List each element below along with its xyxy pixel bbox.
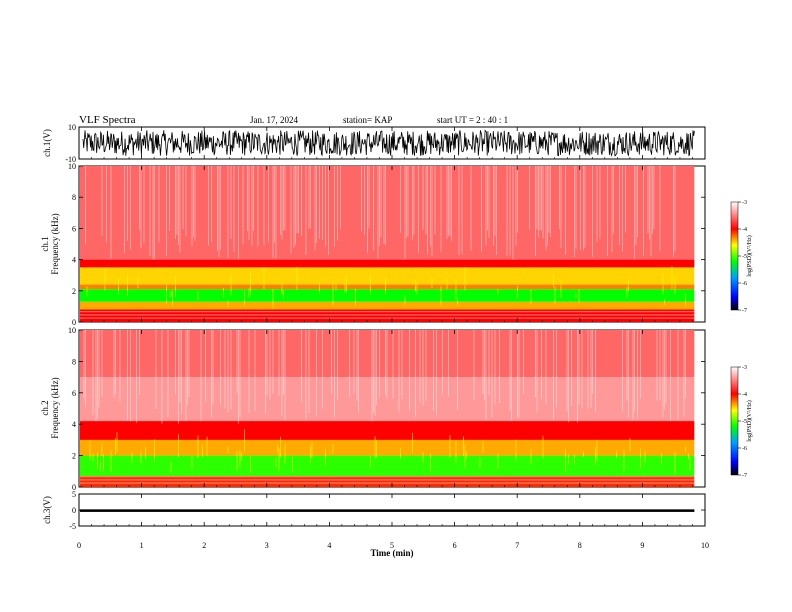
- y-tick-label: 5: [72, 490, 76, 499]
- ch1-band-1: [80, 301, 695, 310]
- colorbar-tick-label: -6: [742, 281, 747, 287]
- ch2-spectrogram-ylabel: Frequency (kHz): [50, 377, 60, 438]
- ch2-band-0: [80, 476, 695, 487]
- start-time-label: start UT = 2 : 40 : 1: [437, 115, 508, 125]
- ch1-band-4: [80, 267, 695, 285]
- ch1-band-5: [80, 259, 695, 268]
- colorbar-tick-label: -4: [742, 392, 747, 398]
- ch1-colorbar: [730, 201, 739, 311]
- ch2-band-3: [80, 421, 695, 440]
- colorbar-tick-label: -5: [742, 419, 747, 425]
- figure-title: VLF Spectra: [79, 114, 136, 126]
- x-tick-label: 7: [515, 541, 519, 550]
- x-tick-label: 1: [140, 541, 144, 550]
- x-tick-label: 4: [327, 541, 331, 550]
- colorbar-tick-label: -5: [742, 254, 747, 260]
- y-tick-label: -5: [69, 522, 76, 531]
- x-axis-ticks: 0 1 2 3 4 5 6 7 8 9 10: [77, 127, 709, 550]
- ch1-spectrogram-ylabel: Frequency (kHz): [50, 213, 60, 274]
- ch1-spectrogram-channel-label: ch.1: [40, 236, 50, 251]
- ch1-band-3: [80, 284, 695, 290]
- colorbar-tick-label: -4: [742, 227, 747, 233]
- ch2-colorbar: [730, 366, 739, 476]
- ch3-waveform-trace: [80, 509, 695, 512]
- colorbar-tick-label: -3: [742, 200, 747, 206]
- x-tick-label: 9: [640, 541, 644, 550]
- y-tick-label: 10: [68, 162, 76, 171]
- ch2-texture-light: [83, 330, 686, 425]
- ch1-waveform-ylabel: ch.1(V): [42, 129, 52, 157]
- ch1-band-6: [80, 166, 695, 260]
- y-tick-label: 4: [72, 420, 76, 429]
- ch2-spectrogram-channel-label: ch.2: [40, 400, 50, 415]
- y-tick-label: 10: [68, 326, 76, 335]
- x-tick-label: 2: [202, 541, 206, 550]
- x-tick-label: 10: [701, 541, 709, 550]
- ch2-texture-bright: [89, 429, 691, 474]
- date-label: Jan. 17, 2024: [250, 115, 298, 125]
- x-tick-label: 3: [265, 541, 269, 550]
- x-axis-label: Time (min): [370, 548, 413, 558]
- x-tick-label: 0: [77, 541, 81, 550]
- y-tick-label: 0: [72, 506, 76, 515]
- ch2-colorbar-label: log(PSD)(V²/Hz): [746, 400, 753, 441]
- colorbar-ticks: -3 -4 -5 -6 -7 -3 -4 -5 -6 -7: [738, 200, 747, 479]
- colorbar-tick-label: -7: [742, 308, 747, 314]
- y-tick-label: -10: [65, 155, 76, 164]
- y-tick-label: 8: [72, 357, 76, 366]
- y-tick-label: 4: [72, 256, 76, 265]
- station-label: station= KAP: [343, 115, 392, 125]
- y-tick-label: 2: [72, 287, 76, 296]
- ch1-band-2: [80, 289, 695, 302]
- colorbar-tick-label: -7: [742, 473, 747, 479]
- ch1-colorbar-label: log(PSD)(V²/Hz): [746, 235, 753, 276]
- x-tick-label: 5: [390, 541, 394, 550]
- ch1-waveform-line: [82, 129, 695, 157]
- y-tick-label: 0: [72, 318, 76, 327]
- colorbar-tick-label: -3: [742, 365, 747, 371]
- ch1-band-0: [80, 309, 695, 322]
- y-tick-label: 10: [68, 123, 76, 132]
- y-tick-label: 2: [72, 452, 76, 461]
- y-tick-label: 6: [72, 224, 76, 233]
- y-tick-label: 8: [72, 193, 76, 202]
- ch1-texture-light: [85, 166, 676, 260]
- ch3-waveform-band: [80, 509, 695, 512]
- ch1-texture-bright: [86, 266, 686, 309]
- ch1-spectrogram: [80, 166, 695, 322]
- ch2-band-1: [80, 455, 695, 477]
- x-tick-label: 8: [578, 541, 582, 550]
- y-tick-label: 6: [72, 389, 76, 398]
- ch3-waveform-ylabel: ch.3(V): [42, 496, 52, 524]
- ch1-waveform-trace: [82, 129, 695, 157]
- x-tick-label: 6: [453, 541, 457, 550]
- ch2-band-2: [80, 439, 695, 456]
- y-tick-label: 0: [72, 483, 76, 492]
- colorbar-tick-label: -6: [742, 446, 747, 452]
- ch2-spectrogram: [80, 330, 695, 487]
